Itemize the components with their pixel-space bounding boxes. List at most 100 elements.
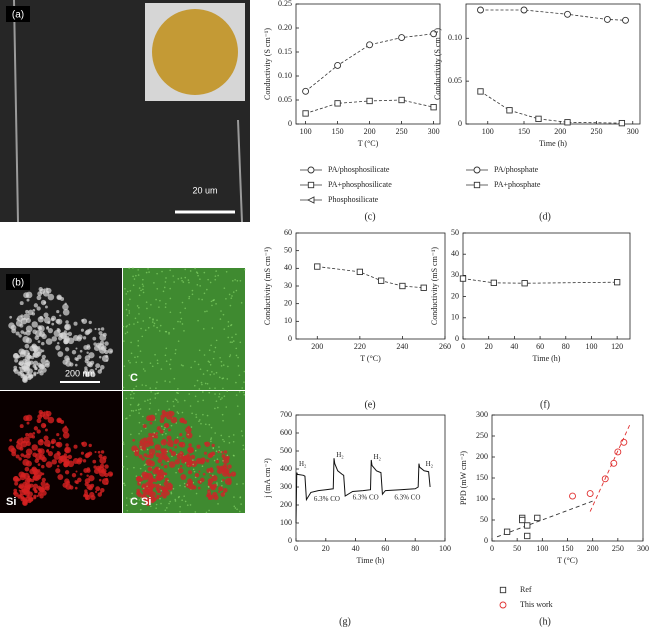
texture: [46, 449, 50, 452]
texture: [151, 321, 154, 323]
texture: [151, 477, 155, 482]
texture: [213, 373, 215, 375]
texture: [218, 446, 220, 448]
legend-marker: [499, 586, 507, 594]
texture: [156, 359, 159, 362]
texture: [137, 269, 139, 271]
texture: [188, 483, 195, 490]
annotation: H₂: [373, 453, 381, 461]
texture: [216, 482, 218, 484]
texture: [130, 341, 132, 344]
texture: [19, 446, 24, 451]
texture: [228, 355, 231, 358]
texture: [197, 486, 201, 490]
texture: [20, 453, 25, 457]
y-tick-label: 40: [284, 263, 292, 272]
texture: [183, 495, 185, 497]
texture: [15, 454, 20, 459]
y-tick-label: 30: [451, 270, 459, 279]
texture: [22, 500, 28, 506]
marker: [399, 282, 406, 290]
y-tick-label: 0.10: [278, 71, 292, 80]
texture: [237, 365, 240, 367]
texture: [141, 335, 144, 338]
texture: [233, 496, 235, 498]
texture: [235, 289, 238, 292]
texture: [180, 474, 187, 480]
texture: [44, 483, 50, 489]
marker: [506, 107, 513, 114]
marker: [534, 514, 541, 522]
texture: [169, 358, 172, 361]
texture: [176, 411, 179, 413]
texture: [235, 381, 237, 384]
texture: [139, 508, 142, 511]
legend-marker: [306, 196, 315, 204]
texture: [148, 408, 151, 410]
texture: [150, 475, 153, 478]
texture: [183, 399, 186, 402]
texture: [18, 457, 22, 461]
texture: [133, 388, 135, 390]
texture: [22, 358, 28, 365]
texture: [135, 274, 137, 277]
texture: [36, 418, 42, 424]
texture: [227, 464, 232, 469]
texture: [192, 468, 195, 471]
texture: [149, 362, 152, 364]
texture: [202, 472, 206, 476]
x-tick-label: 40: [352, 544, 360, 553]
texture: [122, 441, 125, 443]
caption: (g): [339, 616, 351, 627]
membrane-disk: [152, 9, 238, 95]
texture: [41, 464, 45, 469]
texture: [148, 460, 155, 467]
texture: [142, 368, 145, 370]
texture: [25, 337, 32, 344]
texture: [167, 460, 169, 463]
texture: [183, 330, 185, 332]
texture: [126, 417, 128, 420]
texture: [218, 449, 221, 452]
x-tick-label: 250: [591, 127, 603, 136]
texture: [221, 469, 229, 477]
texture: [65, 443, 69, 447]
texture: [205, 459, 210, 463]
texture: [165, 302, 167, 305]
texture: [126, 325, 128, 327]
texture: [222, 364, 225, 366]
texture: [128, 267, 130, 270]
texture: [149, 505, 152, 508]
texture: [162, 438, 167, 443]
marker: [614, 279, 621, 286]
texture: [137, 491, 140, 494]
texture: [180, 277, 183, 279]
texture: [136, 355, 139, 358]
texture: [164, 426, 166, 429]
texture: [130, 409, 133, 412]
texture: [198, 420, 200, 423]
texture: [15, 331, 20, 336]
texture: [27, 491, 33, 497]
texture: [43, 424, 47, 427]
texture: [168, 333, 170, 335]
texture: [166, 435, 172, 441]
texture: [215, 400, 218, 403]
texture: [35, 330, 42, 338]
texture: [235, 394, 238, 396]
texture: [207, 360, 210, 363]
marker: [622, 16, 629, 24]
texture: [187, 470, 193, 475]
texture: [214, 275, 217, 277]
texture: [67, 454, 73, 460]
texture: [45, 410, 52, 417]
texture: [160, 368, 163, 370]
texture: [57, 465, 60, 468]
texture: [172, 275, 174, 277]
texture: [221, 478, 225, 482]
texture: [240, 302, 243, 304]
texture: [39, 438, 44, 443]
texture: [134, 317, 137, 320]
texture: [65, 464, 69, 467]
texture: [208, 387, 211, 390]
